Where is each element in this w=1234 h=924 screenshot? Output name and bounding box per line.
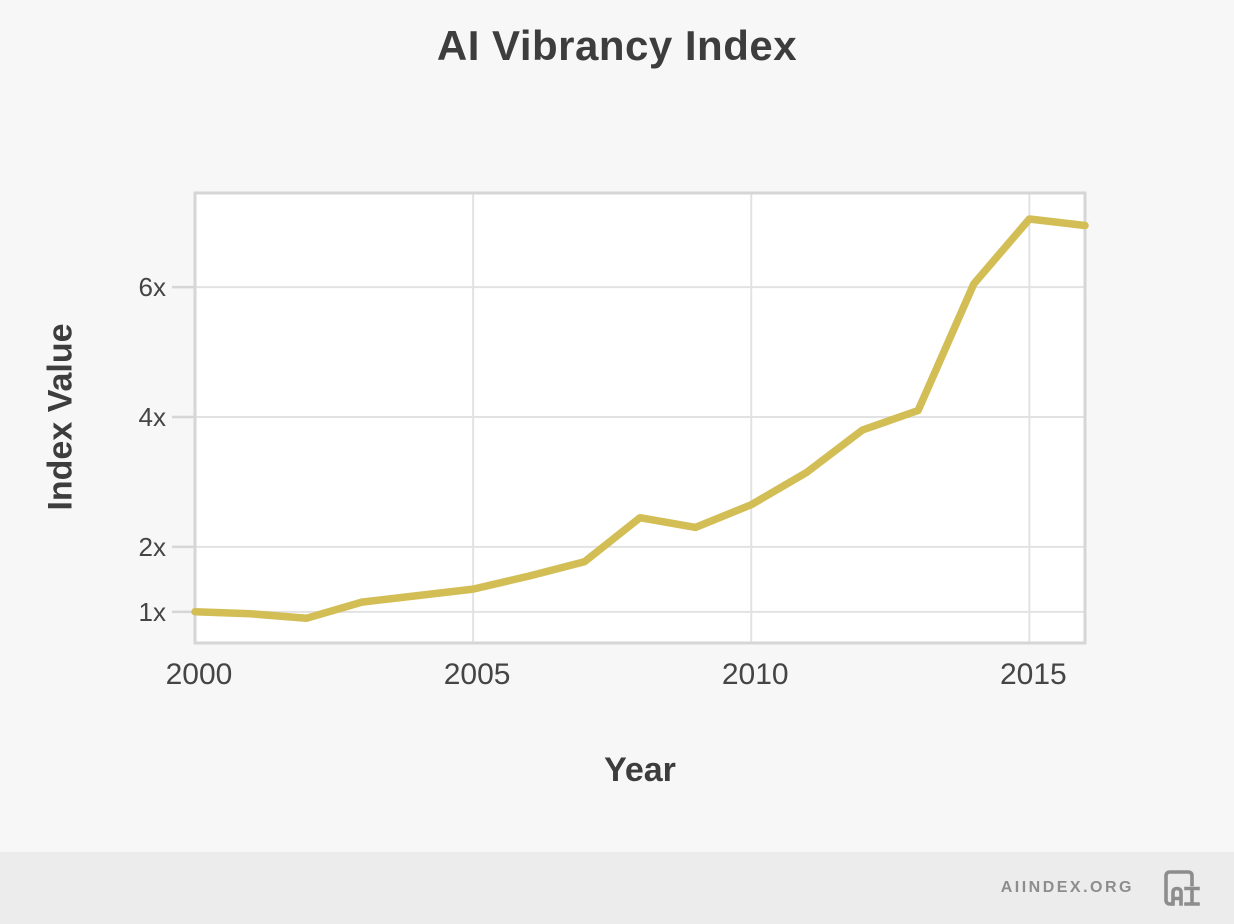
chart-title: AI Vibrancy Index: [436, 22, 798, 69]
x-tick-label: 2010: [722, 658, 789, 691]
line-chart-plot: 1x 2x 4x 6x 2000 2005 2010 2015: [139, 191, 1089, 691]
y-tick-label: 2x: [139, 532, 166, 562]
series-line: [191, 215, 1089, 623]
x-tick-label: 2005: [444, 658, 511, 691]
vertical-gridlines: [472, 193, 1031, 643]
horizontal-gridlines: [195, 286, 1085, 613]
x-tick-label: 2015: [1000, 658, 1067, 691]
logo-frame: [1164, 870, 1194, 906]
y-tick-label: 6x: [139, 272, 166, 302]
x-tick-label: 2000: [166, 658, 233, 691]
y-tick-label: 4x: [139, 402, 166, 432]
aiindex-logo-icon: [1158, 864, 1206, 912]
y-tick-label: 1x: [139, 597, 166, 627]
x-axis-title: Year: [604, 751, 676, 789]
plot-border: [193, 191, 1087, 645]
footer-bar: AIINDEX.ORG: [0, 852, 1234, 924]
x-axis-ticks: 2000 2005 2010 2015: [166, 658, 1067, 691]
y-axis-ticks: 1x 2x 4x 6x: [139, 272, 195, 627]
logo-letter-i: [1184, 886, 1200, 906]
footer-site-label: AIINDEX.ORG: [1000, 879, 1134, 896]
logo-letter-a: [1171, 886, 1183, 906]
